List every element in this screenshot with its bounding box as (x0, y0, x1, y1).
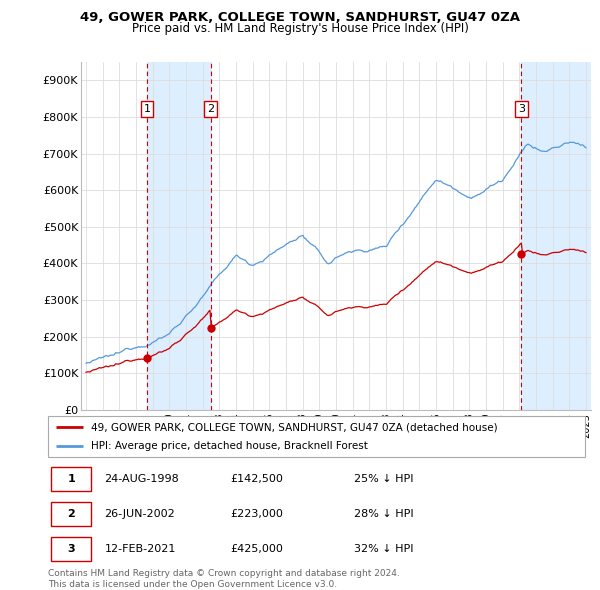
Text: Contains HM Land Registry data © Crown copyright and database right 2024.
This d: Contains HM Land Registry data © Crown c… (48, 569, 400, 589)
Text: 24-AUG-1998: 24-AUG-1998 (104, 474, 179, 484)
Text: 1: 1 (143, 104, 151, 114)
Text: £223,000: £223,000 (230, 509, 283, 519)
Bar (51, 537, 91, 561)
Text: HPI: Average price, detached house, Bracknell Forest: HPI: Average price, detached house, Brac… (91, 441, 368, 451)
Bar (51, 502, 91, 526)
Text: 26-JUN-2002: 26-JUN-2002 (104, 509, 175, 519)
Text: 32% ↓ HPI: 32% ↓ HPI (354, 544, 413, 554)
Text: 2: 2 (207, 104, 214, 114)
Text: 28% ↓ HPI: 28% ↓ HPI (354, 509, 414, 519)
Text: 3: 3 (518, 104, 525, 114)
Bar (147, 62, 211, 410)
Bar (51, 467, 91, 491)
Text: £142,500: £142,500 (230, 474, 283, 484)
Text: 1: 1 (67, 474, 75, 484)
Text: 3: 3 (68, 544, 75, 554)
Text: Price paid vs. HM Land Registry's House Price Index (HPI): Price paid vs. HM Land Registry's House … (131, 22, 469, 35)
Text: 2: 2 (67, 509, 75, 519)
Bar (521, 62, 591, 410)
Text: £425,000: £425,000 (230, 544, 283, 554)
Text: 25% ↓ HPI: 25% ↓ HPI (354, 474, 413, 484)
Text: 49, GOWER PARK, COLLEGE TOWN, SANDHURST, GU47 0ZA: 49, GOWER PARK, COLLEGE TOWN, SANDHURST,… (80, 11, 520, 24)
Text: 49, GOWER PARK, COLLEGE TOWN, SANDHURST, GU47 0ZA (detached house): 49, GOWER PARK, COLLEGE TOWN, SANDHURST,… (91, 422, 497, 432)
Text: 12-FEB-2021: 12-FEB-2021 (104, 544, 176, 554)
